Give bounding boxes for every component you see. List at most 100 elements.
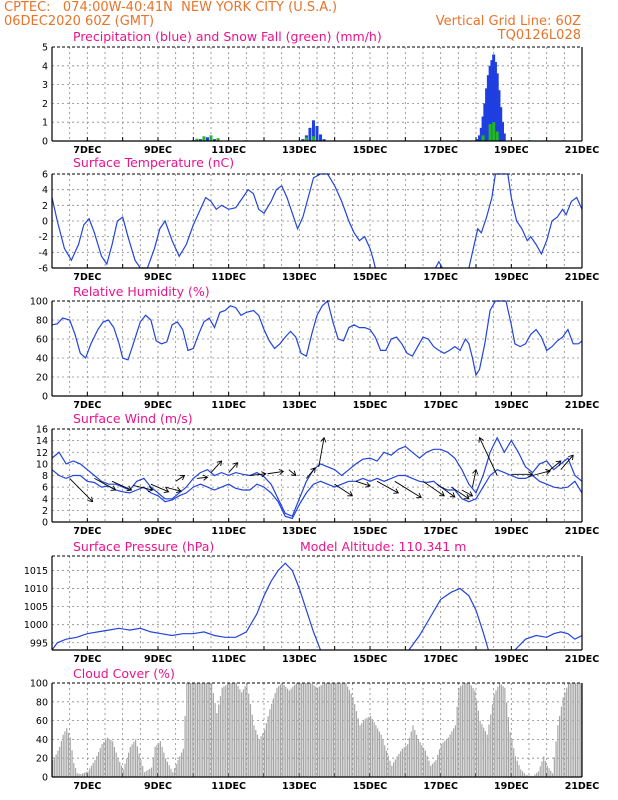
cloud-bar bbox=[396, 756, 398, 777]
cloud-bar bbox=[237, 686, 239, 777]
cloud-bar bbox=[223, 686, 225, 777]
precip-bar bbox=[490, 60, 494, 141]
cloud-bar bbox=[495, 690, 497, 777]
cloud-bar bbox=[103, 741, 105, 777]
cloud-bar bbox=[357, 718, 359, 777]
wind-arrow-head bbox=[232, 462, 239, 468]
cloud-bar bbox=[574, 683, 577, 777]
snow-bar bbox=[311, 136, 315, 141]
cloud-bar bbox=[78, 773, 80, 777]
cloud-bar bbox=[85, 772, 87, 777]
cloud-bar bbox=[203, 683, 206, 777]
x-tick-label: 19DEC bbox=[494, 526, 529, 537]
date-header: 06DEC2020 60Z (GMT) bbox=[4, 14, 155, 29]
precip-bar bbox=[481, 116, 485, 141]
cloud-bar bbox=[152, 757, 154, 777]
x-tick-label: 7DEC bbox=[73, 526, 101, 537]
wind-arrow bbox=[436, 483, 456, 498]
wind-arrow bbox=[164, 486, 182, 492]
cloud-bar bbox=[318, 686, 320, 777]
y-tick-label: 20 bbox=[36, 373, 48, 384]
precip-bar bbox=[319, 134, 323, 141]
cloud-bar bbox=[53, 757, 55, 777]
location-header: CPTEC: 074:00W-40:41N NEW YORK CITY (U.S… bbox=[4, 0, 338, 15]
precip-bar bbox=[478, 135, 482, 141]
cloud-bar bbox=[354, 704, 356, 777]
cloud-bar bbox=[514, 756, 517, 777]
cloud-bar bbox=[73, 762, 75, 777]
cloud-bar bbox=[557, 725, 559, 777]
cloud-bar bbox=[82, 773, 84, 777]
cloud-bar bbox=[331, 683, 333, 777]
cloud-bar bbox=[286, 688, 289, 777]
y-tick-label: 14 bbox=[36, 436, 48, 447]
cloud-bar bbox=[101, 744, 103, 777]
y-tick-label: 1 bbox=[42, 118, 48, 129]
precip-bar bbox=[213, 139, 217, 141]
wind-arrow bbox=[249, 473, 266, 476]
cloud-bar bbox=[380, 734, 382, 777]
cloud-bar bbox=[264, 730, 266, 777]
cloud-bar bbox=[66, 728, 68, 777]
cloud-bar bbox=[423, 747, 425, 777]
y-tick-label: 80 bbox=[36, 316, 48, 327]
x-tick-label: 21DEC bbox=[565, 654, 600, 665]
cloud-bar bbox=[419, 742, 421, 777]
cloud-bar bbox=[233, 683, 236, 777]
cloud-bar bbox=[309, 683, 312, 777]
precip-bar bbox=[483, 103, 487, 141]
cloud-bar bbox=[537, 771, 540, 777]
cloud-bar bbox=[281, 683, 283, 777]
cloud-bar bbox=[191, 683, 193, 777]
cloud-bar bbox=[493, 694, 495, 777]
cloud-bar bbox=[567, 683, 570, 777]
wind-arrow-head bbox=[449, 492, 456, 498]
y-tick-label: 4 bbox=[42, 494, 48, 505]
cloud-bar bbox=[401, 748, 403, 777]
cloud-bar bbox=[209, 683, 211, 777]
y-tick-label: 12 bbox=[36, 448, 48, 459]
snow-bar bbox=[209, 135, 213, 141]
cloud-bar bbox=[147, 769, 149, 777]
cloud-bar bbox=[509, 731, 511, 777]
x-tick-label: 13DEC bbox=[282, 781, 317, 792]
cloud-bar bbox=[306, 683, 308, 777]
precip-bar bbox=[301, 139, 305, 141]
wind-arrow bbox=[69, 478, 93, 502]
cloud-bar bbox=[555, 741, 557, 777]
x-tick-label: 21DEC bbox=[565, 781, 600, 792]
cloud-bar bbox=[97, 752, 100, 777]
wind-arrow-head bbox=[87, 496, 94, 503]
cloud-bar bbox=[150, 767, 153, 777]
x-tick-label: 15DEC bbox=[353, 145, 388, 156]
precip-bar bbox=[497, 90, 501, 141]
cloud-bar bbox=[313, 685, 315, 777]
x-tick-label: 11DEC bbox=[211, 654, 246, 665]
cloud-bar bbox=[525, 775, 527, 777]
cloud-bar bbox=[131, 744, 133, 777]
cloud-bar bbox=[366, 717, 368, 777]
y-tick-label: 10 bbox=[36, 459, 48, 470]
cloud-bar bbox=[521, 771, 524, 777]
cloud-bar bbox=[248, 693, 250, 777]
cloud-bar bbox=[295, 683, 297, 777]
wind-arrow-head bbox=[393, 488, 400, 494]
cloud-bar bbox=[216, 713, 218, 777]
cloud-bar bbox=[364, 718, 366, 777]
cloud-bar bbox=[511, 740, 513, 777]
cloud-bar bbox=[108, 738, 110, 777]
x-tick-label: 11DEC bbox=[211, 526, 246, 537]
cloud-bar bbox=[348, 690, 350, 777]
cloud-bar bbox=[230, 683, 232, 777]
cloud-bar bbox=[60, 740, 63, 777]
cloud-bar bbox=[172, 772, 174, 777]
y-tick-label: 40 bbox=[36, 735, 48, 746]
x-tick-label: 7DEC bbox=[73, 272, 101, 283]
cloud-bar bbox=[403, 747, 405, 777]
cloud-bar bbox=[497, 686, 499, 777]
wind-arrow bbox=[461, 489, 473, 497]
cloud-bar bbox=[408, 737, 411, 777]
cloud-bar bbox=[460, 686, 462, 777]
cloud-bar bbox=[211, 683, 213, 777]
y-tick-label: 4 bbox=[42, 185, 48, 196]
